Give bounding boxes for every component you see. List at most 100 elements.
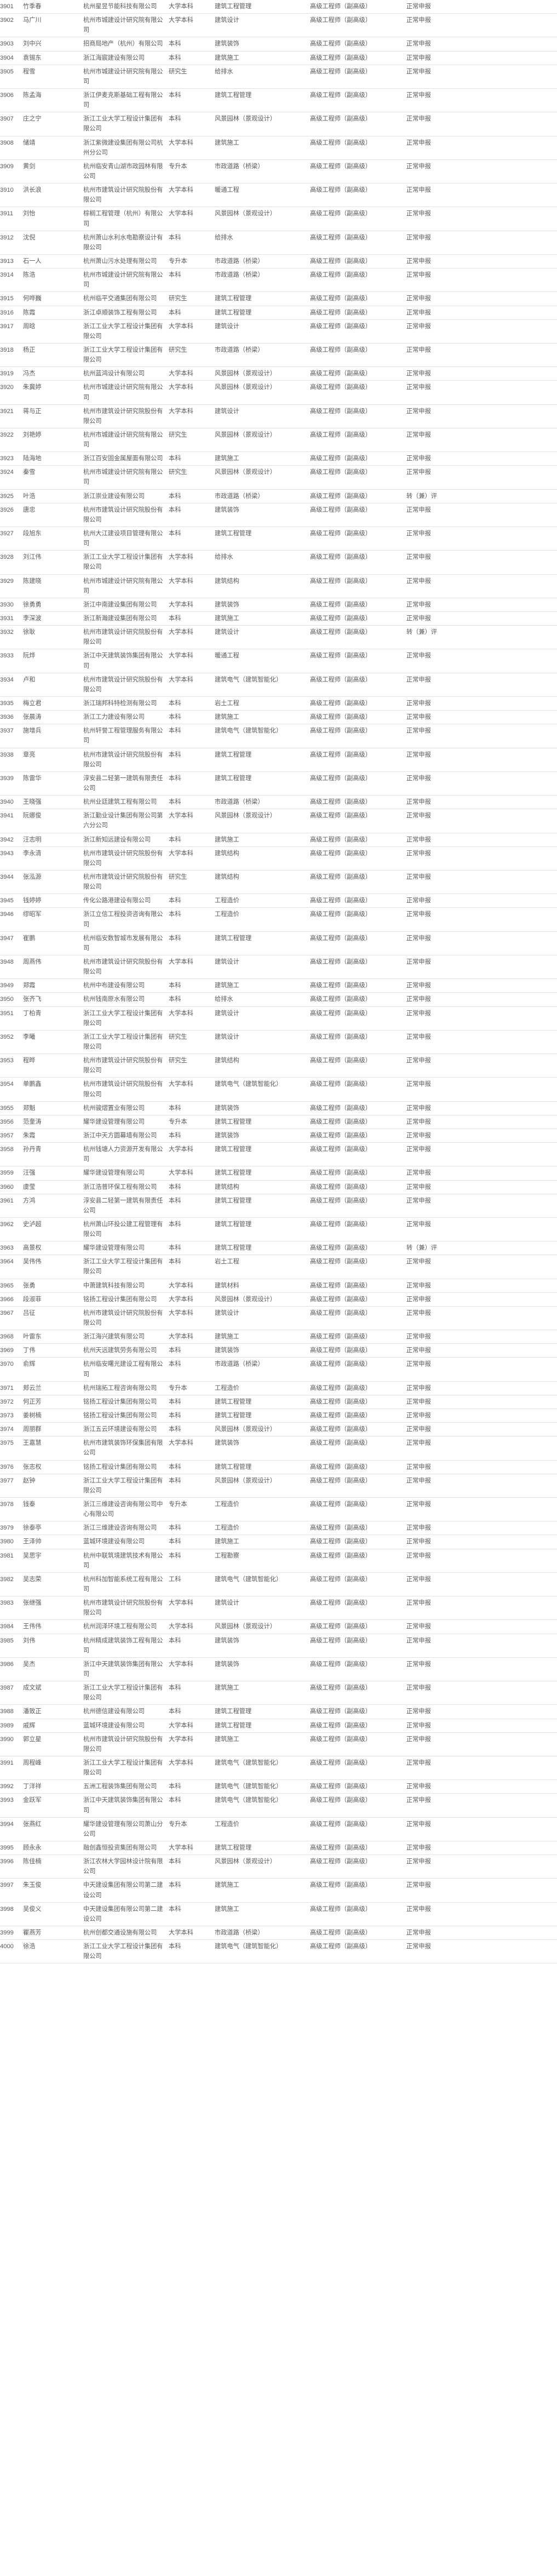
- cell-spacer: [459, 1180, 557, 1194]
- cell-org: 耀华建设管理有限公司: [83, 1115, 169, 1129]
- cell-org: 浙江工业大学工程设计集团有限公司: [83, 1681, 169, 1705]
- cell-title: 高级工程师（副高级）: [310, 183, 406, 208]
- table-row: 3928 刘江伟 浙江工业大学工程设计集团有限公司 大学本科 给排水 高级工程师（副高级）…: [0, 550, 557, 575]
- cell-org: 蓝城环境建设有限公司: [83, 1535, 169, 1549]
- cell-name: 王伟伟: [23, 1619, 83, 1634]
- cell-title: 高级工程师（副高级）: [310, 1596, 406, 1621]
- cell-application-type: 正常申报: [406, 696, 459, 711]
- cell-title: 高级工程师（副高级）: [310, 112, 406, 136]
- cell-major: 建筑工程管理: [215, 526, 310, 551]
- cell-spacer: [459, 1756, 557, 1781]
- cell-org: 浙江工业大学工程设计集团有限公司: [83, 1756, 169, 1781]
- cell-education: 大学本科: [169, 1619, 215, 1634]
- cell-application-type: 正常申报: [406, 1101, 459, 1115]
- cell-title: 高级工程师（副高级）: [310, 1535, 406, 1549]
- cell-major: 建筑设计: [215, 1030, 310, 1055]
- cell-education: 研究生: [169, 343, 215, 368]
- cell-major: 建筑设计: [215, 625, 310, 650]
- cell-spacer: [459, 598, 557, 612]
- cell-application-type: 正常申报: [406, 1902, 459, 1926]
- cell-education: 大学本科: [169, 1142, 215, 1167]
- cell-title: 高级工程师（副高级）: [310, 870, 406, 895]
- table-row: 3902 马广川 杭州市城建设计研究院有限公司 大学本科 建筑设计 高级工程师（副高级）正…: [0, 13, 557, 38]
- cell-spacer: [459, 1381, 557, 1395]
- table-row: 3933 阮烨 浙江中天建筑装饰集团有限公司 大学本科 暖通工程 高级工程师（副高级） 正常…: [0, 649, 557, 673]
- cell-seq: 3903: [0, 37, 23, 51]
- table-row: 3906 陈孟海 浙江伊麦克斯基础工程有限公司 本科 建筑工程管理 高级工程师（副高级）正…: [0, 88, 557, 113]
- cell-education: 本科: [169, 1357, 215, 1382]
- cell-name: 朱玉俊: [23, 1878, 83, 1903]
- cell-application-type: 正常申报: [406, 268, 459, 293]
- cell-spacer: [459, 1497, 557, 1522]
- cell-education: 大学本科: [169, 1306, 215, 1331]
- cell-title: 高级工程师（副高级）: [310, 1241, 406, 1256]
- cell-application-type: 正常申报: [406, 1180, 459, 1194]
- cell-application-type: 正常申报: [406, 1657, 459, 1682]
- cell-education: 本科: [169, 1634, 215, 1658]
- table-row: 3983 张继强 杭州市建筑设计研究院股份有限公司 大学本科 建筑设计 高级工程师（副高级…: [0, 1596, 557, 1621]
- cell-spacer: [459, 1926, 557, 1940]
- table-row: 3905 程雪 杭州市城建设计研究院有限公司 研究生 给排水 高级工程师（副高级） 正常申报: [0, 65, 557, 89]
- cell-spacer: [459, 1657, 557, 1682]
- cell-org: 浙江工力建设有限公司: [83, 710, 169, 725]
- cell-major: 建筑工程管理: [215, 1194, 310, 1218]
- cell-seq: 3960: [0, 1180, 23, 1194]
- cell-education: 研究生: [169, 65, 215, 89]
- cell-spacer: [459, 231, 557, 255]
- cell-org: 杭州临安青山湖市政园林有限公司: [83, 159, 169, 184]
- cell-name: 吴俊义: [23, 1902, 83, 1926]
- cell-name: 虞莹: [23, 1180, 83, 1194]
- cell-seq: 3974: [0, 1422, 23, 1437]
- cell-education: 大学本科: [169, 673, 215, 697]
- cell-spacer: [459, 1634, 557, 1658]
- cell-org: 杭州市建筑设计研究院股份有限公司: [83, 1054, 169, 1078]
- cell-org: 浙江瑞邦科特检测有限公司: [83, 696, 169, 711]
- cell-name: 张齐飞: [23, 992, 83, 1007]
- cell-spacer: [459, 748, 557, 772]
- cell-major: 建筑施工: [215, 136, 310, 160]
- table-row: 3954 单鹏鑫 杭州市建筑设计研究院股份有限公司 大学本科 建筑电气（建筑智能化） 高级…: [0, 1077, 557, 1102]
- cell-seq: 3934: [0, 673, 23, 697]
- cell-spacer: [459, 550, 557, 575]
- cell-major: 建筑装饰: [215, 1129, 310, 1143]
- cell-education: 本科: [169, 451, 215, 466]
- cell-major: 建筑装饰: [215, 598, 310, 612]
- cell-org: 杭州临安数智城市发展有限公司: [83, 931, 169, 955]
- cell-name: 吴思宇: [23, 1549, 83, 1573]
- cell-application-type: 正常申报: [406, 931, 459, 955]
- table-row: 3941 阮娜俊 浙江勤业设计集团有限公司第六分公司 大学本科 风景园林（景观设计） 高级…: [0, 809, 557, 833]
- cell-seq: 3965: [0, 1279, 23, 1293]
- cell-spacer: [459, 1732, 557, 1756]
- cell-title: 高级工程师（副高级）: [310, 1166, 406, 1181]
- cell-seq: 3992: [0, 1779, 23, 1794]
- cell-org: 杭州市建筑设计研究院股份有限公司: [83, 673, 169, 697]
- cell-spacer: [459, 319, 557, 344]
- cell-org: 杭州市建筑设计研究院股份有限公司: [83, 183, 169, 208]
- cell-seq: 3938: [0, 748, 23, 772]
- cell-spacer: [459, 1054, 557, 1078]
- table-row: 3994 张燕红 耀华建设管理有限公司萧山分公司 专升本 工程造价 高级工程师（副高级）正…: [0, 1817, 557, 1841]
- cell-application-type: 正常申报: [406, 795, 459, 810]
- cell-title: 高级工程师（副高级）: [310, 1180, 406, 1194]
- cell-title: 高级工程师（副高级）: [310, 1521, 406, 1536]
- cell-seq: 3901: [0, 0, 23, 14]
- cell-spacer: [459, 291, 557, 306]
- cell-name: 张泓源: [23, 870, 83, 895]
- cell-org: 浙江中天建筑装饰集团有限公司: [83, 1793, 169, 1818]
- cell-application-type: 正常申报: [406, 978, 459, 993]
- cell-major: 风景园林（景观设计）: [215, 1422, 310, 1437]
- cell-spacer: [459, 526, 557, 551]
- cell-application-type: 正常申报: [406, 1521, 459, 1536]
- cell-major: 建筑设计: [215, 404, 310, 428]
- cell-application-type: 转（兼）评: [406, 625, 459, 650]
- cell-title: 高级工程师（副高级）: [310, 550, 406, 575]
- cell-spacer: [459, 1129, 557, 1143]
- cell-org: 浙江工业大学工程设计集团有限公司: [83, 343, 169, 368]
- cell-major: 工程造价: [215, 1381, 310, 1395]
- cell-title: 高级工程师（副高级）: [310, 1255, 406, 1279]
- table-row: 3975 王嘉慧 杭州市建筑装饰环保集团有限公司 大学本科 建筑装饰 高级工程师（副高级）…: [0, 1436, 557, 1461]
- cell-spacer: [459, 1719, 557, 1733]
- cell-major: 风景园林（景观设计）: [215, 465, 310, 490]
- cell-education: 工科: [169, 1572, 215, 1597]
- table-row: 3929 陈建晓 杭州市城建设计研究院有限公司 大学本科 建筑结构 高级工程师（副高级）正…: [0, 574, 557, 598]
